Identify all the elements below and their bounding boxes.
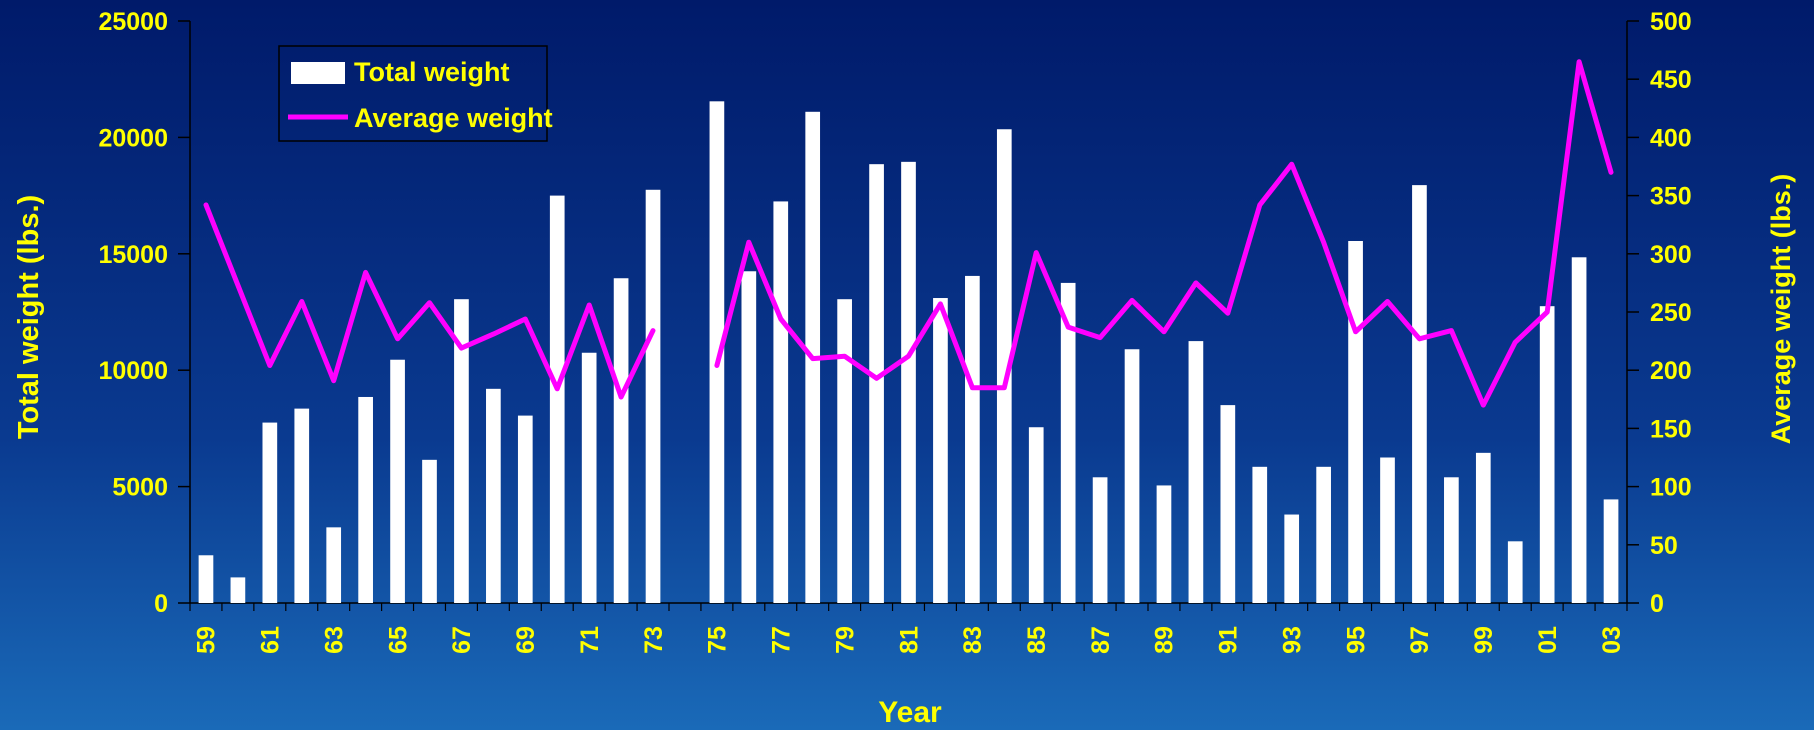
x-tick-label: 67 [448,626,476,654]
bar [198,555,214,603]
bar [741,271,757,603]
bar [1348,240,1363,603]
y-tick-label-right: 400 [1650,124,1692,152]
x-tick-label: 89 [1151,626,1179,654]
x-tick-label: 77 [768,626,796,654]
y-tick-label-right: 250 [1650,299,1692,327]
bar [837,299,852,603]
legend: Total weight Average weight [278,45,553,142]
x-tick-label: 73 [640,626,668,654]
bar [709,101,725,603]
bar [869,164,884,603]
x-tick-label: 91 [1215,626,1243,654]
bar-series [198,101,1619,604]
bar [262,422,278,603]
x-tick-label: 93 [1278,626,1306,654]
x-tick-label: 81 [895,626,923,654]
bar [1316,466,1331,603]
y-tick-label-right: 350 [1650,183,1692,211]
bar [390,359,405,603]
x-tick-label: 03 [1598,626,1626,654]
bar [1124,349,1140,603]
x-tick-label: 65 [384,626,412,654]
x-tick-label: 87 [1087,626,1115,654]
x-tick-label: 01 [1534,626,1562,654]
bar [358,396,373,603]
y-tick-label-right: 50 [1650,532,1678,560]
x-tick-label: 59 [193,626,221,654]
x-tick-label: 63 [320,626,348,654]
y-tick-label-right: 500 [1650,8,1692,36]
bar [1060,282,1076,603]
bar [1220,405,1236,603]
line-series [203,59,1614,408]
bar [1028,427,1044,603]
x-tick-label: 95 [1342,626,1370,654]
x-tick-label: 83 [959,626,987,654]
x-axis-title: Year [878,696,942,729]
bar [1092,477,1108,603]
bar [454,299,469,603]
legend-label-average-weight: Average weight [354,103,553,133]
y-tick-label-right: 150 [1650,415,1692,443]
y-tick-label-right: 450 [1650,66,1692,94]
y-tick-label-right: 300 [1650,241,1692,269]
bar [1539,306,1555,603]
x-tick-label: 85 [1023,626,1051,654]
bar [1412,185,1427,603]
y-tick-label-right: 200 [1650,357,1692,385]
x-tick-label: 61 [257,626,285,654]
bar [549,195,565,603]
x-tick-label: 79 [831,626,859,654]
bar [933,298,948,603]
bar [1252,466,1268,603]
y-tick-label-right: 100 [1650,474,1692,502]
bar [1507,541,1523,603]
y-tick-label-left: 5000 [112,474,168,502]
bar [613,278,629,603]
x-tick-label: 69 [512,626,540,654]
tick-labels: 0 5000 10000 15000 20000 25000 0 50 100 150 200 250… [98,8,1691,654]
bar [230,577,246,603]
average-weight-line [203,202,656,400]
legend-label-total-weight: Total weight [354,57,510,87]
y-axis-title-right: Average weight (lbs.) [1766,174,1796,445]
y-tick-label-left: 10000 [98,357,168,385]
y-tick-label-right: 0 [1650,590,1664,618]
y-tick-label-left: 15000 [98,241,168,269]
bar [901,161,916,603]
bar [294,408,310,603]
legend-box [278,45,548,142]
bar [1188,341,1204,603]
bar [422,459,437,603]
bar [326,527,342,603]
bar [1475,452,1491,603]
y-axis-title-left: Total weight (lbs.) [13,195,45,439]
y-tick-label-left: 25000 [98,8,168,36]
bar [1571,257,1587,603]
bar [517,415,533,603]
legend-bar-swatch [291,62,345,84]
average-weight-line [714,59,1614,408]
x-tick-label: 97 [1406,626,1434,654]
bar [1380,457,1395,603]
bar [486,388,501,603]
bar [965,275,980,603]
bar [773,201,789,604]
bar [1603,499,1619,603]
x-tick-label: 75 [704,626,732,654]
y-tick-label-left: 20000 [98,124,168,152]
bar [645,189,661,603]
bar [581,352,597,603]
x-tick-label: 71 [576,626,604,654]
bar [1284,514,1300,603]
bar [1444,477,1459,603]
bar [996,129,1012,603]
x-tick-label: 99 [1470,626,1498,654]
bar [1156,485,1172,603]
y-tick-label-left: 0 [154,590,168,618]
